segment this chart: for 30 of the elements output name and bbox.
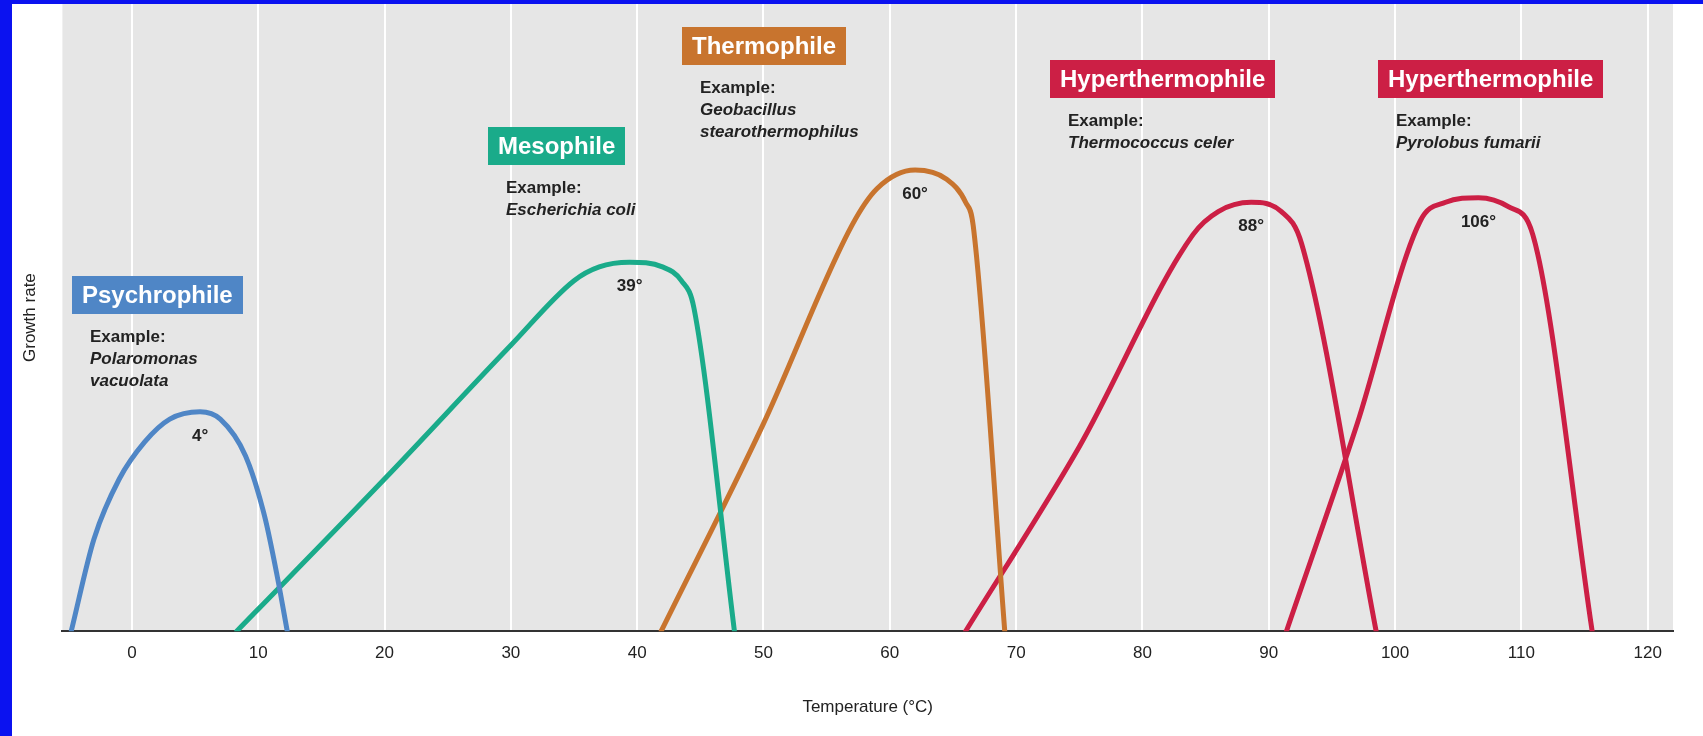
x-tick-label: 100 — [1380, 643, 1410, 663]
text: Example: Thermococcus celer — [1068, 111, 1235, 154]
x-tick-label: 110 — [1507, 643, 1535, 663]
x-axis-title: Temperature (°C) — [802, 697, 933, 717]
text: Psychrophile — [72, 276, 243, 314]
text: Example: Pyrolobus fumarii — [1396, 111, 1542, 154]
x-tick-label: 70 — [1006, 643, 1026, 663]
x-tick-label: 90 — [1259, 643, 1279, 663]
y-axis-title: Growth rate — [19, 273, 39, 363]
text: Example: Geobacillus stearothermophilus — [700, 78, 860, 143]
annotation: 4° — [191, 425, 209, 445]
annotation: Example: Escherichia coli — [506, 178, 637, 221]
text: Mesophile — [488, 127, 626, 165]
x-tick-label: 80 — [1132, 643, 1152, 663]
x-tick-label: 120 — [1633, 643, 1662, 663]
x-tick-label: 10 — [248, 643, 268, 663]
x-tick-label: 40 — [627, 643, 647, 663]
x-tick-label: 0 — [127, 643, 137, 663]
x-tick-label: 20 — [375, 643, 394, 663]
annotation: 60° — [902, 184, 929, 204]
annotation: 39° — [616, 276, 643, 296]
text: Hyperthermophile — [1050, 60, 1276, 98]
x-tick-label: 50 — [754, 643, 773, 663]
text: Hyperthermophile — [1378, 60, 1604, 98]
annotation: Example: Polaromonas vacuolata — [90, 327, 199, 392]
text: Thermophile — [682, 27, 847, 65]
annotation: 106° — [1460, 211, 1497, 231]
x-tick-label: 60 — [880, 643, 900, 663]
x-tick-label: 30 — [501, 643, 521, 663]
annotation: 88° — [1238, 216, 1265, 236]
